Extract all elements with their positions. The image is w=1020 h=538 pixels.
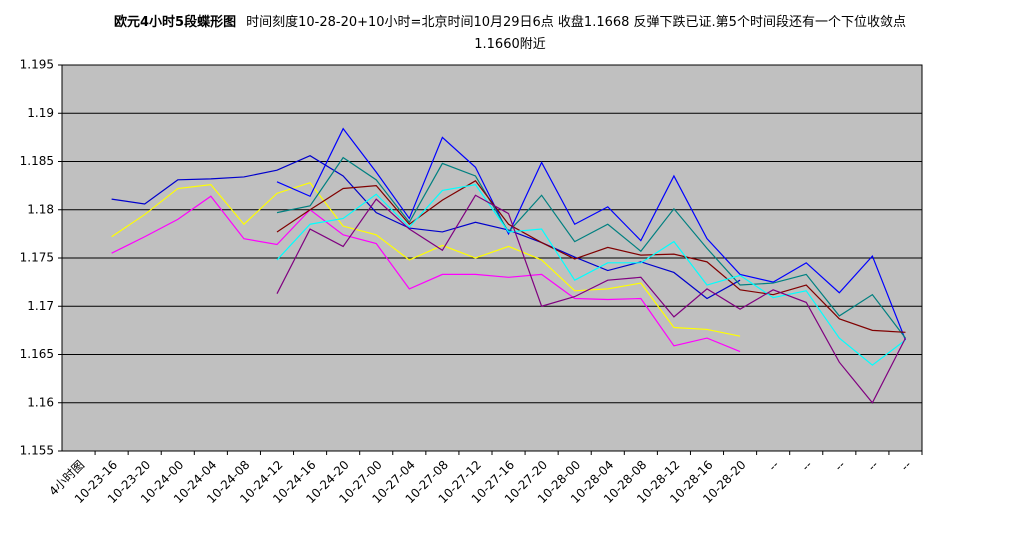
- series-line: [276, 194, 906, 404]
- x-tick-label: --: [766, 458, 782, 474]
- x-tick-label: --: [832, 458, 848, 474]
- y-tick-label: 1.165: [20, 347, 54, 361]
- x-tick-label: --: [799, 458, 815, 474]
- series-line: [276, 184, 906, 366]
- series-line: [276, 127, 907, 341]
- y-tick-label: 1.155: [20, 444, 54, 458]
- chart-title: 欧元4小时5段蝶形图: [114, 15, 237, 30]
- x-tick-label: --: [865, 458, 881, 474]
- series-line: [276, 180, 906, 333]
- y-tick-label: 1.16: [27, 395, 54, 409]
- y-tick-label: 1.19: [27, 106, 54, 120]
- y-tick-label: 1.185: [20, 154, 54, 168]
- series-line: [276, 156, 906, 339]
- chart-header: 欧元4小时5段蝶形图 时间刻度10-28-20+10小时=北京时间10月29日6点…: [100, 12, 920, 56]
- y-tick-label: 1.175: [20, 251, 54, 265]
- chart-subtitle: 时间刻度10-28-20+10小时=北京时间10月29日6点 收盘1.1668 …: [246, 15, 906, 52]
- series-line: [111, 195, 741, 353]
- series-line: [111, 182, 741, 337]
- y-tick-label: 1.17: [27, 299, 54, 313]
- y-tick-label: 1.195: [20, 58, 54, 72]
- x-tick-label: --: [898, 458, 914, 474]
- y-tick-label: 1.18: [27, 202, 54, 216]
